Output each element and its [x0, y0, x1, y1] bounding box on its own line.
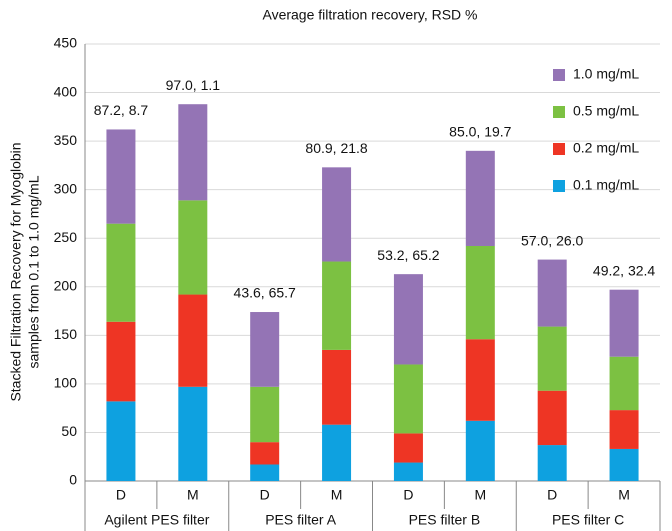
- bar-annotation: 97.0, 1.1: [166, 77, 221, 93]
- bar-annotation: 85.0, 19.7: [449, 124, 511, 140]
- y-tick-label: 450: [54, 35, 78, 51]
- bar-segment: [250, 442, 280, 465]
- bar-segment: [465, 150, 495, 246]
- bar-annotation: 87.2, 8.7: [94, 102, 149, 118]
- bar-segment: [178, 386, 208, 481]
- x-tick-label: D: [260, 487, 270, 503]
- x-tick-label: D: [116, 487, 126, 503]
- y-tick-label: 250: [54, 229, 78, 245]
- group-label: PES filter B: [409, 512, 481, 528]
- y-tick-label: 0: [69, 472, 77, 488]
- bar-segment: [178, 294, 208, 387]
- bar-segment: [106, 129, 136, 224]
- x-tick-label: D: [403, 487, 413, 503]
- legend-label: 0.2 mg/mL: [573, 140, 639, 156]
- y-axis-label: Stacked Filtration Recovery for Myoglobi…: [8, 142, 24, 401]
- bar-annotation: 53.2, 65.2: [377, 247, 439, 263]
- y-tick-label: 300: [54, 180, 78, 196]
- bar-segment: [322, 261, 352, 350]
- y-tick-label: 100: [54, 375, 78, 391]
- bar-annotation: 57.0, 26.0: [521, 232, 583, 248]
- bar-segment: [322, 424, 352, 481]
- bar-annotation: 49.2, 32.4: [593, 262, 655, 278]
- bar-segment: [537, 326, 567, 391]
- bar-segment: [393, 274, 423, 365]
- y-tick-label: 400: [54, 83, 78, 99]
- bar-segment: [609, 356, 639, 411]
- x-tick-label: M: [187, 487, 199, 503]
- legend-label: 0.1 mg/mL: [573, 177, 639, 193]
- y-tick-label: 350: [54, 132, 78, 148]
- bar-segment: [250, 312, 280, 387]
- bar-segment: [609, 289, 639, 357]
- legend-label: 0.5 mg/mL: [573, 103, 639, 119]
- bar-segment: [465, 339, 495, 421]
- bar-segment: [609, 448, 639, 481]
- bar-segment: [465, 245, 495, 340]
- y-axis-label: samples from 0.1 to 1.0 mg/mL: [26, 175, 42, 368]
- bar-segment: [609, 410, 639, 449]
- x-tick-label: M: [474, 487, 486, 503]
- bar-segment: [106, 321, 136, 402]
- legend-swatch: [553, 180, 565, 192]
- bar-segment: [537, 259, 567, 327]
- legend-swatch: [553, 143, 565, 155]
- bar-segment: [178, 104, 208, 201]
- bar-annotation: 80.9, 21.8: [305, 140, 367, 156]
- legend-swatch: [553, 69, 565, 81]
- x-tick-label: M: [618, 487, 630, 503]
- bar-segment: [393, 462, 423, 481]
- y-tick-label: 150: [54, 326, 78, 342]
- bar-segment: [537, 445, 567, 481]
- group-label: PES filter A: [265, 512, 336, 528]
- bar-annotation: 43.6, 65.7: [234, 285, 296, 301]
- y-tick-label: 50: [61, 423, 77, 439]
- bar-segment: [393, 433, 423, 463]
- x-tick-label: D: [547, 487, 557, 503]
- bar-segment: [322, 349, 352, 425]
- bar-segment: [465, 420, 495, 481]
- group-label: PES filter C: [552, 512, 624, 528]
- bar-segment: [250, 464, 280, 481]
- legend-label: 1.0 mg/mL: [573, 66, 639, 82]
- bar-segment: [322, 167, 352, 262]
- chart-title: Average filtration recovery, RSD %: [262, 7, 477, 23]
- bar-segment: [106, 401, 136, 481]
- bar-segment: [393, 364, 423, 434]
- x-tick-label: M: [331, 487, 343, 503]
- group-label: Agilent PES filter: [104, 512, 209, 528]
- legend-swatch: [553, 106, 565, 118]
- bar-segment: [106, 223, 136, 322]
- y-tick-label: 200: [54, 277, 78, 293]
- bar-segment: [178, 200, 208, 295]
- bar-segment: [250, 386, 280, 443]
- bar-segment: [537, 390, 567, 446]
